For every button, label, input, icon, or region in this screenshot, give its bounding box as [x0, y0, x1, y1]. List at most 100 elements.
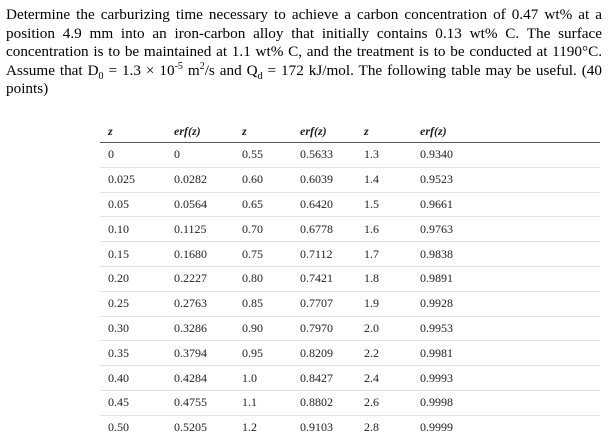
z-cell: 1.6 — [356, 216, 412, 242]
table-row: 0.40 0.4284 1.0 0.8427 2.4 0.9993 — [100, 365, 600, 391]
erf-cell: 0.0564 — [166, 191, 234, 217]
z-cell: 0.45 — [100, 389, 166, 416]
header-z-2: z — [234, 120, 292, 143]
erf-cell: 0.9993 — [412, 365, 600, 391]
erf-cell: 0.8427 — [292, 365, 356, 391]
z-cell: 1.5 — [356, 191, 412, 217]
table-row: 0 0 0.55 0.5633 1.3 0.9340 — [100, 143, 600, 168]
erf-cell: 0.9981 — [412, 340, 600, 366]
z-cell: 2.6 — [356, 389, 412, 416]
erf-cell: 0.6778 — [292, 216, 356, 242]
erf-cell: 0.9891 — [412, 265, 600, 292]
z-cell: 0.80 — [234, 265, 292, 292]
erf-cell: 0.9523 — [412, 166, 600, 193]
z-cell: 1.1 — [234, 389, 292, 416]
header-erf-1: erf(z) — [166, 120, 234, 143]
z-cell: 1.7 — [356, 241, 412, 267]
erf-cell: 0.7970 — [292, 315, 356, 341]
erf-cell: 0.9928 — [412, 290, 600, 317]
table-body: 0 0 0.55 0.5633 1.3 0.9340 0.025 0.0282 0.60 0.60… — [100, 143, 600, 440]
erf-cell: 0 — [174, 147, 180, 162]
erf-cell: 0.4755 — [166, 389, 234, 416]
header-erf-2: erf(z) — [292, 120, 356, 143]
question-part-2: = 1.3 × 10 — [103, 61, 175, 79]
z-cell: 0.025 — [100, 166, 166, 193]
z-cell: 1.0 — [234, 365, 292, 391]
table-header-row: z erf(z) z erf(z) z erf(z) — [100, 120, 600, 143]
erf-cell: 0.9999 — [412, 414, 600, 440]
table-row: 0.45 0.4755 1.1 0.8802 2.6 0.9998 — [100, 389, 600, 416]
table-row: 0.20 0.2227 0.80 0.7421 1.8 0.9891 — [100, 265, 600, 292]
z-cell: 0.50 — [100, 414, 166, 440]
z-cell: 1.4 — [356, 166, 412, 193]
erf-cell: 0.9763 — [412, 216, 600, 242]
z-cell: 0.70 — [234, 216, 292, 242]
z-cell: 1.8 — [356, 265, 412, 292]
table-row: 0.25 0.2763 0.85 0.7707 1.9 0.9928 — [100, 290, 600, 317]
z-cell: 0.75 — [234, 241, 292, 267]
z-cell: 0.85 — [234, 290, 292, 317]
header-erf-3: erf(z) — [412, 120, 600, 143]
z-cell: 0.35 — [100, 340, 166, 366]
table-row: 0.30 0.3286 0.90 0.7970 2.0 0.9953 — [100, 315, 600, 341]
erf-cell: 0.3286 — [166, 315, 234, 341]
erf-cell: 0.8209 — [292, 340, 356, 366]
erf-table: z erf(z) z erf(z) z erf(z) 0 0 0.55 0.5633 1… — [100, 120, 600, 440]
z-cell: 0.30 — [100, 315, 166, 341]
z-cell: 0.65 — [234, 191, 292, 217]
z-cell: 1.2 — [234, 414, 292, 440]
z-cell: 1.9 — [356, 290, 412, 317]
z-cell: 0.55 — [242, 147, 263, 162]
erf-cell: 0.9103 — [292, 414, 356, 440]
d-subscript: 0 — [98, 70, 104, 82]
z-cell: 2.2 — [356, 340, 412, 366]
erf-cell: 0.0282 — [166, 166, 234, 193]
z-cell: 0.10 — [100, 216, 166, 242]
erf-cell: 0.5633 — [300, 147, 333, 162]
erf-cell: 0.9340 — [420, 147, 453, 162]
erf-cell: 0.7707 — [292, 290, 356, 317]
table-row: 0.10 0.1125 0.70 0.6778 1.6 0.9763 — [100, 216, 600, 242]
question-part-5: = 172 kJ/mol. The following table may be… — [6, 61, 602, 98]
erf-cell: 0.8802 — [292, 389, 356, 416]
z-cell: 2.0 — [356, 315, 412, 341]
z-cell: 0 — [108, 147, 114, 162]
z-cell: 0.05 — [100, 191, 166, 217]
erf-cell: 0.5205 — [166, 414, 234, 440]
question-part-1: Determine the carburizing time necessary… — [6, 6, 602, 79]
m-exponent: 2 — [199, 60, 205, 72]
erf-cell: 0.9953 — [412, 315, 600, 341]
table-row: 0.50 0.5205 1.2 0.9103 2.8 0.9999 — [100, 414, 600, 440]
table-row: 0.025 0.0282 0.60 0.6039 1.4 0.9523 — [100, 166, 600, 193]
erf-cell: 0.7112 — [292, 241, 356, 267]
question-part-4: /s and Q — [204, 61, 258, 79]
erf-cell: 0.7421 — [292, 265, 356, 292]
erf-cell: 0.2763 — [166, 290, 234, 317]
header-z-1: z — [100, 120, 166, 143]
table-row: 0.15 0.1680 0.75 0.7112 1.7 0.9838 — [100, 241, 600, 267]
erf-cell: 0.6420 — [292, 191, 356, 217]
z-cell: 0.40 — [100, 365, 166, 391]
table-row: 0.35 0.3794 0.95 0.8209 2.2 0.9981 — [100, 340, 600, 366]
z-cell: 0.15 — [100, 241, 166, 267]
z-cell: 0.25 — [100, 290, 166, 317]
header-z-3: z — [356, 120, 412, 143]
erf-cell: 0.9661 — [412, 191, 600, 217]
z-cell: 0.20 — [100, 265, 166, 292]
q-subscript: d — [257, 70, 263, 82]
z-cell: 0.95 — [234, 340, 292, 366]
z-cell: 2.4 — [356, 365, 412, 391]
erf-cell: 0.3794 — [166, 340, 234, 366]
question-part-3: m — [182, 61, 200, 79]
erf-cell: 0.2227 — [166, 265, 234, 292]
z-cell: 1.3 — [364, 147, 379, 162]
erf-cell: 0.6039 — [292, 166, 356, 193]
question-text: Determine the carburizing time necessary… — [6, 6, 602, 99]
erf-cell: 0.9998 — [412, 389, 600, 416]
erf-cell: 0.1125 — [166, 216, 234, 242]
z-cell: 2.8 — [356, 414, 412, 440]
table-row: 0.05 0.0564 0.65 0.6420 1.5 0.9661 — [100, 191, 600, 217]
erf-cell: 0.1680 — [166, 241, 234, 267]
d-exponent: -5 — [174, 60, 183, 72]
z-cell: 0.90 — [234, 315, 292, 341]
